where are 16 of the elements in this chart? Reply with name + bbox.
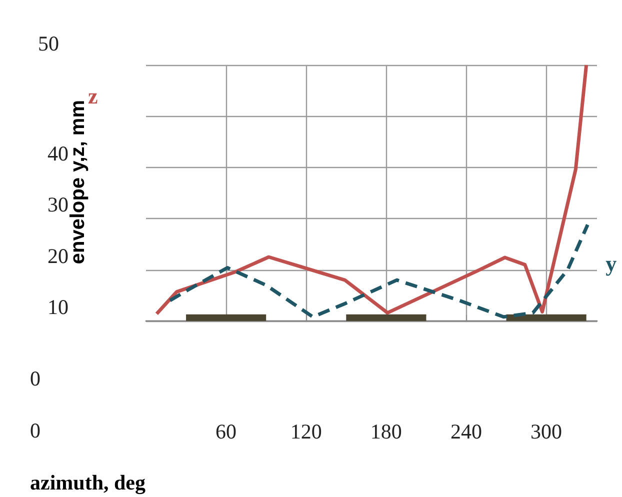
y-tick-label: 40 [48, 141, 68, 166]
y-axis-title: envelope y,z, mm [67, 100, 89, 264]
y-tick-label: 30 [48, 192, 68, 217]
x-tick-label: 120 [290, 420, 322, 444]
x-tick-label: 60 [216, 420, 237, 444]
y-tick-label: 20 [48, 244, 68, 268]
series-label: y [606, 251, 617, 276]
x-tick-label: 180 [370, 420, 402, 444]
y-tick-label: 10 [48, 295, 68, 319]
text: 0 [30, 418, 40, 442]
x-tick-label: 240 [450, 420, 482, 444]
text: z [88, 84, 98, 108]
text: 50 [38, 32, 59, 56]
text: 0 [30, 366, 40, 390]
x-tick-label: 300 [530, 420, 562, 444]
x-axis-title: azimuth, deg [30, 470, 146, 494]
